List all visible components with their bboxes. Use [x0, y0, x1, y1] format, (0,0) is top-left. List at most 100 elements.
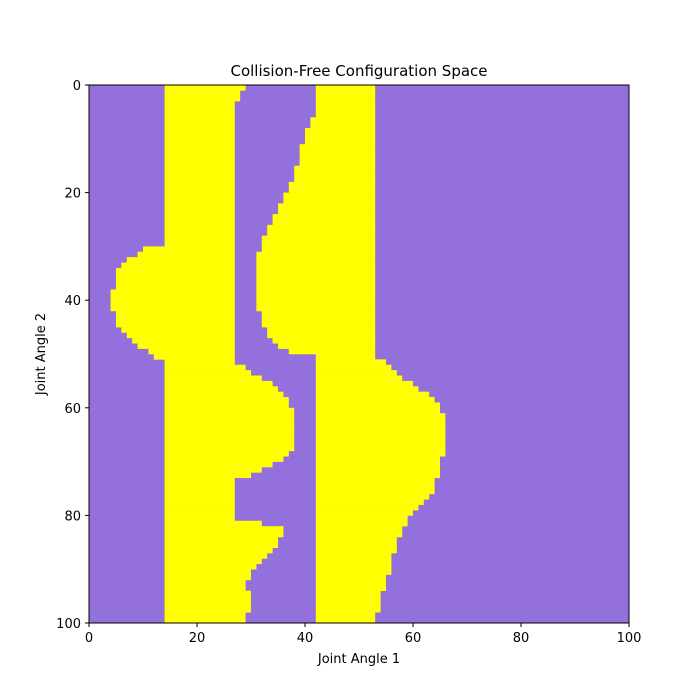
- collision-band-2-cell: [256, 251, 376, 258]
- collision-band-2-cell: [315, 434, 446, 441]
- x-tick-label: 100: [617, 631, 642, 646]
- y-axis: 0 20 40 60 80 100: [56, 79, 89, 632]
- y-tick-label: 60: [64, 402, 81, 417]
- collision-band-1-cell: [164, 612, 246, 618]
- collision-band-1-cell: [164, 160, 235, 166]
- collision-band-2-cell: [261, 321, 376, 328]
- collision-band-1-cell: [164, 214, 235, 220]
- collision-band-2-cell: [315, 536, 397, 543]
- collision-band-2-cell: [288, 187, 376, 193]
- collision-band-2-cell: [315, 407, 440, 414]
- collision-band-2-cell: [315, 483, 435, 489]
- collision-band-2-cell: [315, 590, 381, 597]
- collision-band-1-cell: [110, 294, 235, 301]
- collision-band-1-cell: [164, 402, 289, 409]
- collision-band-1-cell: [116, 316, 235, 323]
- collision-band-2-cell: [305, 138, 376, 145]
- collision-band-2-cell: [315, 413, 446, 419]
- collision-band-2-cell: [299, 149, 376, 156]
- collision-band-2-cell: [315, 579, 386, 586]
- collision-band-2-cell: [261, 235, 376, 242]
- collision-band-2-cell: [299, 144, 376, 150]
- collision-band-2-cell: [315, 617, 376, 624]
- collision-band-2-cell: [315, 375, 403, 382]
- collision-band-2-cell: [299, 160, 376, 166]
- collision-band-1-cell: [164, 138, 235, 145]
- collision-band-1-cell: [164, 520, 262, 527]
- collision-band-2-cell: [315, 450, 446, 457]
- y-axis-label: Joint Angle 2: [34, 313, 49, 396]
- collision-band-1-cell: [164, 375, 262, 382]
- collision-band-2-cell: [256, 262, 376, 269]
- x-tick-label: 80: [513, 631, 530, 646]
- collision-band-1-cell: [164, 235, 235, 242]
- collision-band-2-cell: [272, 337, 376, 344]
- collision-band-1-cell: [164, 364, 246, 371]
- x-axis-label: Joint Angle 1: [317, 652, 400, 667]
- collision-band-1-cell: [164, 203, 235, 210]
- collision-band-2-cell: [315, 85, 376, 91]
- collision-band-2-cell: [256, 257, 376, 263]
- collision-band-1-cell: [164, 601, 251, 608]
- collision-band-1-cell: [164, 450, 289, 457]
- collision-band-1-cell: [121, 262, 235, 269]
- collision-band-2-cell: [315, 520, 408, 527]
- collision-band-1-cell: [116, 310, 235, 317]
- collision-band-1-cell: [164, 122, 235, 129]
- collision-band-1-cell: [164, 515, 235, 522]
- collision-band-1-cell: [164, 547, 273, 554]
- collision-band-1-cell: [164, 391, 284, 398]
- collision-band-1-cell: [164, 569, 251, 575]
- collision-band-2-cell: [315, 574, 386, 581]
- collision-band-2-cell: [288, 348, 376, 355]
- collision-band-1-cell: [164, 472, 251, 479]
- collision-band-1-cell: [164, 526, 284, 532]
- collision-band-2-cell: [310, 122, 376, 129]
- collision-band-1-cell: [164, 531, 284, 538]
- plot-frame: [88, 84, 630, 624]
- collision-band-1-cell: [164, 434, 295, 441]
- collision-band-1-cell: [126, 332, 235, 339]
- collision-band-2-cell: [315, 553, 392, 559]
- collision-band-2-cell: [315, 111, 376, 118]
- collision-band-1-cell: [164, 493, 235, 500]
- collision-band-2-cell: [288, 181, 376, 188]
- collision-band-1-cell: [164, 596, 251, 602]
- collision-band-1-cell: [164, 397, 289, 403]
- collision-band-1-cell: [164, 574, 251, 581]
- collision-band-1-cell: [164, 606, 251, 613]
- collision-band-2-cell: [256, 294, 376, 301]
- collision-band-1-cell: [132, 337, 235, 344]
- collision-band-1-cell: [164, 181, 235, 188]
- collision-band-1-cell: [116, 273, 235, 279]
- y-tick-label: 80: [64, 509, 81, 524]
- collision-band-2-cell: [315, 510, 413, 516]
- collision-band-2-cell: [315, 440, 446, 446]
- collision-band-2-cell: [299, 154, 376, 161]
- collision-band-2-cell: [315, 612, 376, 618]
- collision-band-2-cell: [315, 445, 446, 452]
- collision-band-2-cell: [315, 456, 440, 462]
- collision-band-2-cell: [315, 601, 381, 608]
- collision-band-2-cell: [267, 332, 376, 339]
- collision-band-2-cell: [267, 230, 376, 236]
- collision-band-2-cell: [315, 499, 424, 505]
- collision-band-1-cell: [164, 429, 295, 435]
- collision-band-1-cell: [164, 171, 235, 177]
- collision-band-2-cell: [315, 563, 392, 570]
- collision-band-1-cell: [164, 617, 246, 624]
- collision-band-1-cell: [110, 300, 235, 306]
- collision-band-1-cell: [164, 418, 295, 425]
- collision-band-2-cell: [315, 504, 419, 511]
- collision-band-1-cell: [116, 284, 235, 290]
- collision-band-1-cell: [126, 257, 235, 263]
- collision-band-2-cell: [315, 488, 435, 495]
- collision-band-1-cell: [110, 289, 235, 296]
- collision-band-2-cell: [272, 219, 376, 226]
- collision-band-1-cell: [164, 488, 235, 495]
- collision-band-2-cell: [294, 171, 376, 177]
- collision-band-1-cell: [164, 423, 295, 430]
- collision-band-1-cell: [164, 585, 246, 592]
- x-tick-label: 60: [405, 631, 422, 646]
